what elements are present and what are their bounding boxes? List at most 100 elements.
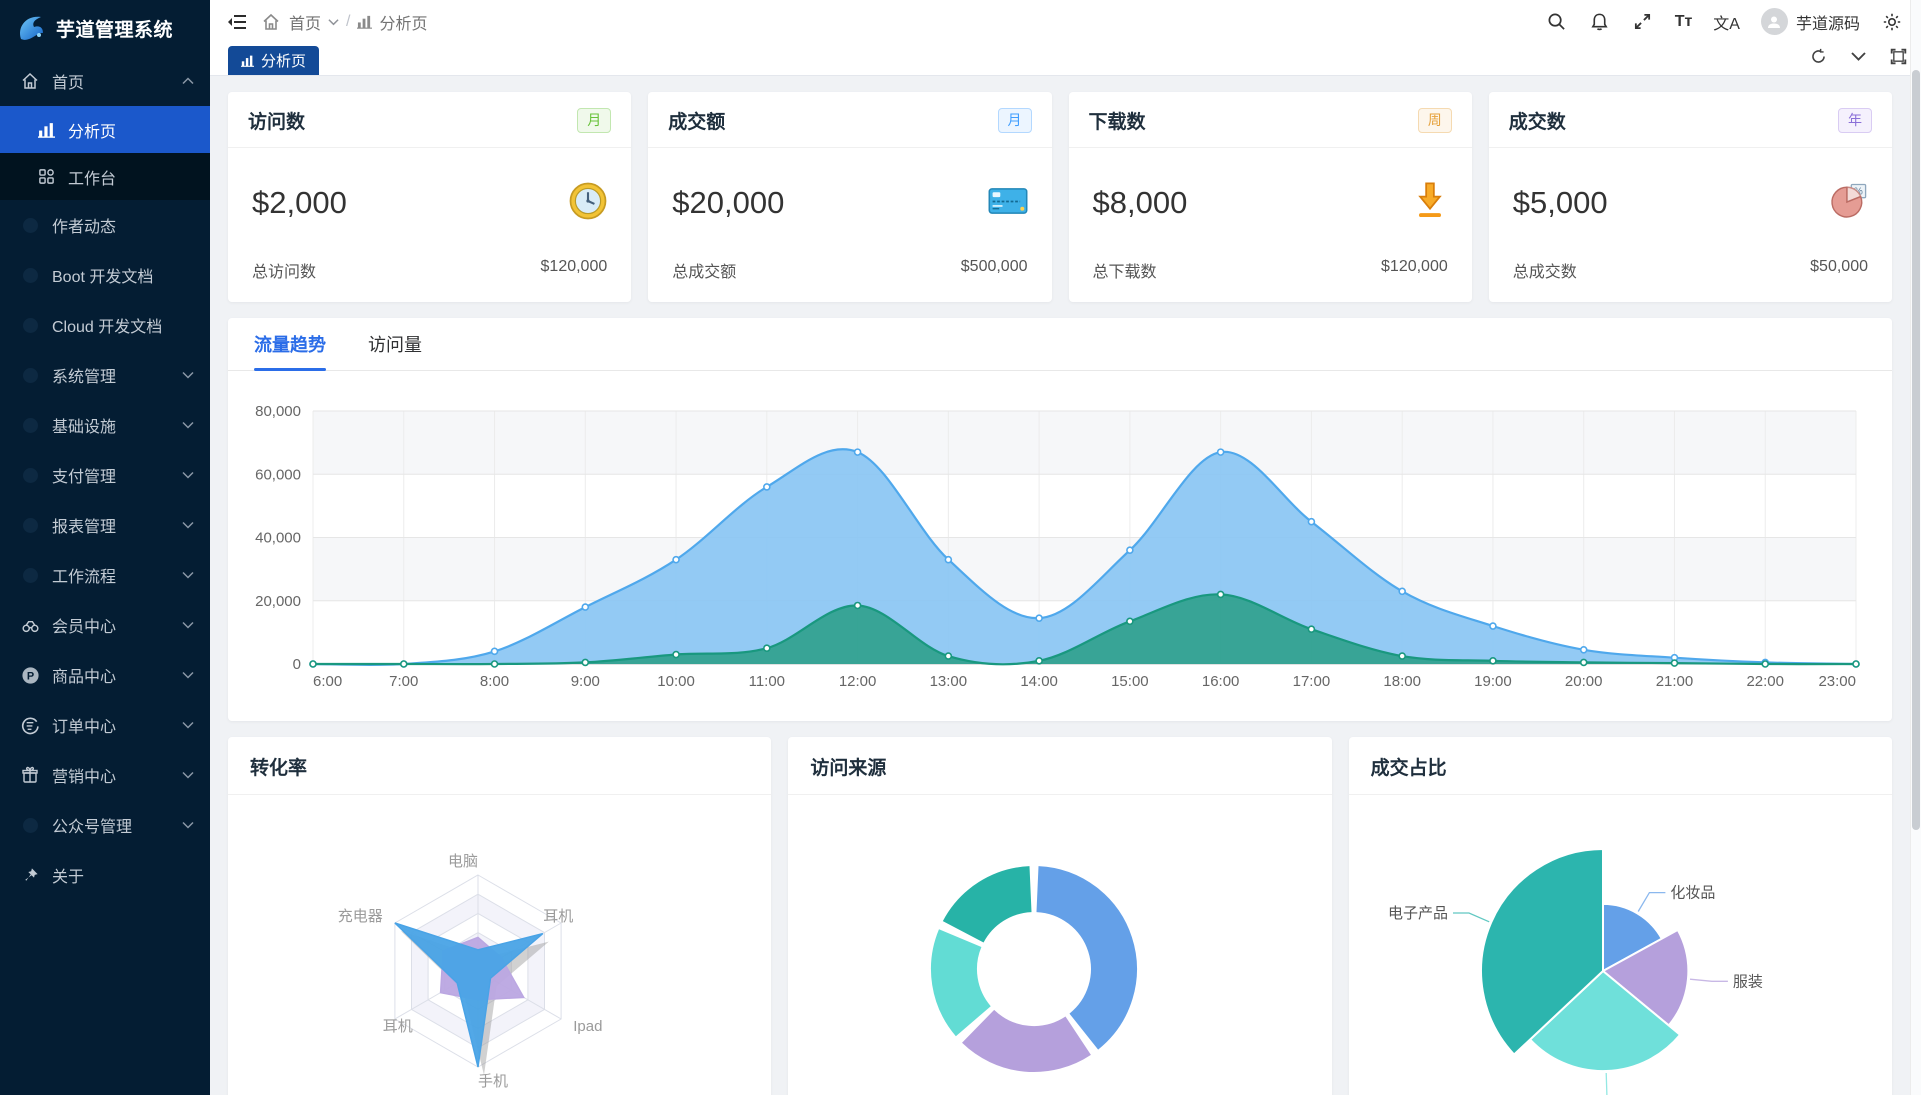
stat-footer-value: $120,000 (1381, 258, 1448, 275)
credit-card-icon (986, 182, 1030, 225)
sidebar-item-label: 系统管理 (52, 369, 117, 386)
stat-card-value: $2,000 (252, 185, 347, 220)
sidebar-item-label: 工作流程 (52, 569, 117, 586)
period-badge: 月 (577, 108, 612, 133)
stat-card-body: $20,000 (648, 148, 1051, 258)
sidebar-item-Cloud 开发文档[interactable]: Cloud 开发文档 (0, 300, 210, 350)
svg-text:Ipad: Ipad (573, 1018, 602, 1035)
breadcrumb-current[interactable]: 分析页 (379, 15, 428, 33)
svg-text:化妆品: 化妆品 (1670, 885, 1715, 902)
sidebar-item-关于[interactable]: 关于 (0, 850, 210, 900)
area-chart: 80,000 60,000 40,000 20,000 0 6:00 7:00 8:00 9:0… (255, 403, 1860, 690)
sidebar-item-工作台[interactable]: 工作台 (0, 153, 210, 200)
svg-text:17:00: 17:00 (1293, 673, 1331, 690)
svg-text:19:00: 19:00 (1474, 673, 1512, 690)
product-icon: P (20, 665, 40, 685)
stat-card-value: $20,000 (672, 185, 785, 220)
stat-footer-label: 总成交数 (1512, 264, 1577, 281)
font-size-icon[interactable]: Tт (1674, 12, 1693, 30)
pin-icon (20, 865, 40, 885)
sidebar-item-作者动态[interactable]: 作者动态 (0, 200, 210, 250)
sidebar-item-Boot 开发文档[interactable]: Boot 开发文档 (0, 250, 210, 300)
bell-icon[interactable] (1589, 11, 1611, 33)
sidebar-item-label: Cloud 开发文档 (52, 319, 163, 336)
page-scrollbar (1910, 0, 1921, 1095)
stat-card-footer: 总成交额 $500,000 (648, 258, 1051, 302)
stat-card-2: 成交额 月 $20,000 总成交额 $500,000 (648, 92, 1052, 302)
home-icon[interactable] (260, 11, 282, 33)
dot-icon (20, 415, 40, 435)
refresh-icon[interactable] (1809, 47, 1827, 65)
svg-text:11:00: 11:00 (749, 673, 785, 690)
svg-text:0: 0 (293, 656, 301, 673)
stat-card-value: $5,000 (1512, 185, 1608, 220)
stat-card-header: 成交额 月 (648, 92, 1052, 148)
sidebar: 芋道管理系统 首页分析页 工作台作者动态 Boot 开发文档 Cloud 开发文档 系统… (0, 0, 210, 1095)
svg-text:9:00: 9:00 (571, 673, 600, 690)
sidebar-item-label: 作者动态 (52, 219, 117, 236)
sidebar-item-公众号管理[interactable]: 公众号管理 (0, 800, 210, 850)
sidebar-item-label: 报表管理 (52, 519, 117, 536)
logo-icon (20, 16, 43, 40)
sidebar-item-label: 关于 (52, 869, 85, 886)
sidebar-item-基础设施[interactable]: 基础设施 (0, 400, 210, 450)
stat-card-3: 下载数 周 $8,000 总下载数 $120,000 (1068, 92, 1472, 302)
stat-footer-label: 总成交额 (672, 264, 737, 281)
sidebar-item-工作流程[interactable]: 工作流程 (0, 550, 210, 600)
dot-icon (20, 215, 40, 235)
fullscreen-icon[interactable] (1632, 11, 1654, 33)
tab-traffic-trend[interactable]: 流量趋势 (254, 318, 326, 371)
sidebar-item-支付管理[interactable]: 支付管理 (0, 450, 210, 500)
scrollbar-thumb[interactable] (1912, 70, 1920, 830)
sidebar-item-报表管理[interactable]: 报表管理 (0, 500, 210, 550)
tab-analysis-page[interactable]: 分析页 (228, 46, 320, 75)
sidebar-item-label: 商品中心 (52, 669, 117, 686)
stat-footer-value: $120,000 (540, 258, 608, 275)
panel-title: 访问来源 (788, 737, 1332, 795)
svg-text:充电器: 充电器 (338, 908, 383, 925)
sidebar-menu: 首页分析页 工作台作者动态 Boot 开发文档 Cloud 开发文档 系统管理基础设施支… (0, 56, 210, 1095)
stat-card-header: 访问数 月 (228, 92, 632, 148)
sidebar-item-首页[interactable]: 首页 (0, 56, 210, 106)
app-logo[interactable]: 芋道管理系统 (0, 0, 210, 56)
svg-text:服装: 服装 (1733, 973, 1763, 990)
stat-card-footer: 总成交数 $50,000 (1489, 258, 1892, 302)
stat-card-footer: 总下载数 $120,000 (1069, 258, 1472, 302)
trend-tabs: 流量趋势 访问量 (228, 318, 1892, 371)
sidebar-item-分析页[interactable]: 分析页 (0, 106, 210, 153)
dot-icon (20, 465, 40, 485)
sidebar-item-label: 基础设施 (52, 419, 117, 436)
sidebar-item-营销中心[interactable]: 营销中心 (0, 750, 210, 800)
stat-card-body: $8,000 (1069, 148, 1472, 258)
stat-card-value: $8,000 (1092, 185, 1188, 220)
tab-visit-volume[interactable]: 访问量 (368, 335, 422, 355)
sidebar-item-系统管理[interactable]: 系统管理 (0, 350, 210, 400)
translate-icon[interactable]: 文A (1713, 15, 1740, 33)
breadcrumb-root[interactable]: 首页 (289, 15, 322, 33)
user-menu[interactable]: 芋道源码 (1760, 8, 1860, 35)
sidebar-item-会员中心[interactable]: 会员中心 (0, 600, 210, 650)
dot-icon (20, 815, 40, 835)
svg-text:14:00: 14:00 (1020, 673, 1058, 690)
svg-text:10:00: 10:00 (657, 673, 695, 690)
sidebar-item-label: 支付管理 (52, 469, 117, 486)
stat-card-footer: 总访问数 $120,000 (228, 258, 631, 302)
stat-card-title: 访问数 (248, 112, 306, 133)
dot-icon (20, 565, 40, 585)
svg-text:20:00: 20:00 (1565, 673, 1603, 690)
period-badge: 年 (1838, 108, 1872, 133)
search-icon[interactable] (1546, 11, 1568, 33)
username: 芋道源码 (1795, 15, 1860, 33)
chevron-down-icon[interactable] (1849, 47, 1867, 65)
dot-icon (20, 265, 40, 285)
settings-gear-icon[interactable] (1881, 11, 1903, 33)
collapse-sidebar-icon[interactable] (226, 11, 248, 33)
sidebar-item-label: 首页 (52, 75, 85, 92)
avatar (1760, 8, 1788, 35)
sidebar-item-商品中心[interactable]: P 商品中心 (0, 650, 210, 700)
sidebar-item-订单中心[interactable]: 订单中心 (0, 700, 210, 750)
svg-text:18:00: 18:00 (1383, 673, 1421, 690)
maximize-icon[interactable] (1889, 47, 1907, 65)
